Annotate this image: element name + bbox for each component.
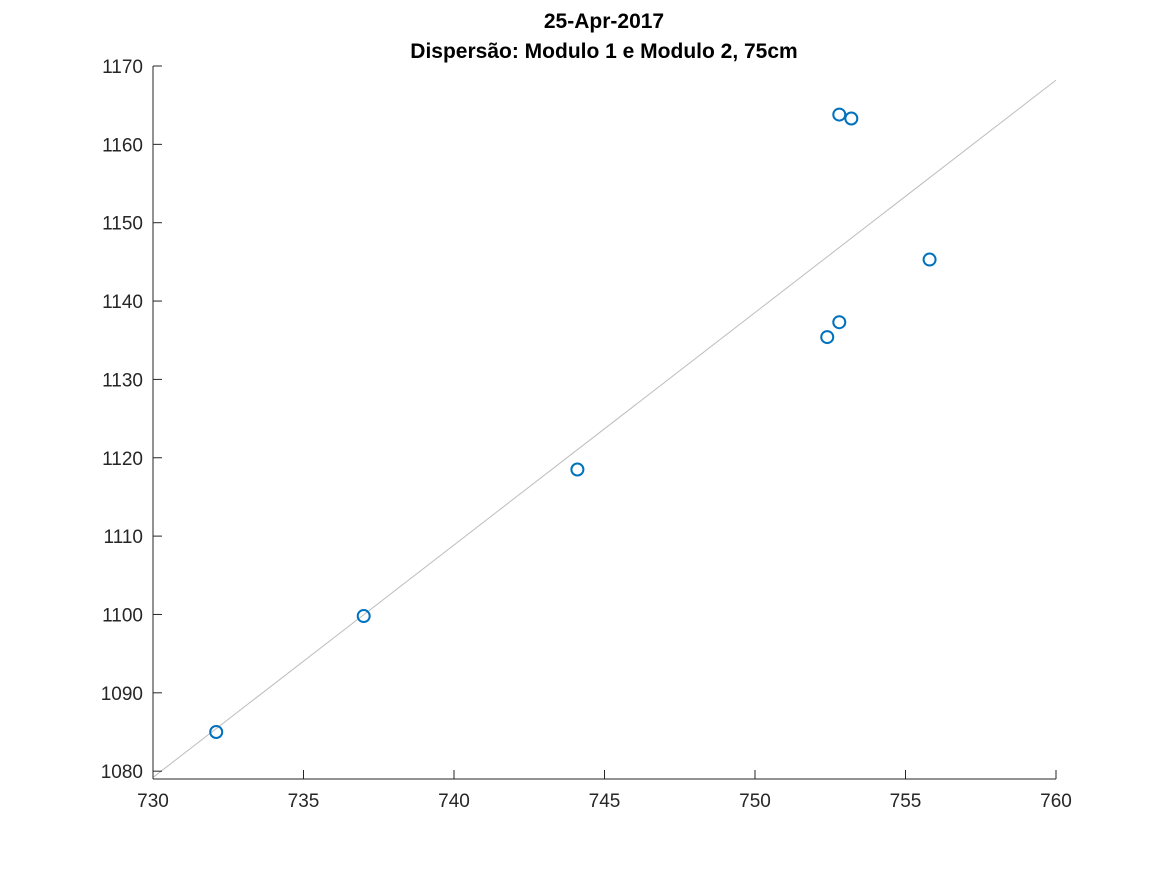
y-tick-label: 1130 xyxy=(102,370,143,391)
data-point xyxy=(209,724,224,739)
data-point xyxy=(832,107,847,122)
y-tick-label: 1110 xyxy=(104,527,143,548)
y-tick-label: 1120 xyxy=(102,449,143,470)
x-tick-label: 745 xyxy=(589,791,621,812)
reference-line xyxy=(152,79,1057,778)
x-tick-label: 755 xyxy=(890,791,922,812)
chart-subtitle: Dispersão: Modulo 1 e Modulo 2, 75cm xyxy=(410,40,797,63)
y-tick-label: 1090 xyxy=(101,684,143,705)
x-tick-label: 760 xyxy=(1040,791,1072,812)
data-point xyxy=(832,315,847,330)
x-tick-label: 735 xyxy=(288,791,320,812)
y-tick-label: 1080 xyxy=(101,762,143,783)
y-tick-label: 1170 xyxy=(102,57,143,78)
x-tick-label: 730 xyxy=(137,791,169,812)
y-tick-label: 1140 xyxy=(102,292,143,313)
x-tick-label: 740 xyxy=(438,791,470,812)
x-tick-label: 750 xyxy=(739,791,771,812)
plot-area: 730 735 740 745 750 755 760 1080 1090 1100 1110 112… xyxy=(101,57,1072,812)
data-point xyxy=(356,609,371,624)
data-point xyxy=(844,111,859,126)
y-tick-label: 1150 xyxy=(102,214,143,235)
data-point xyxy=(570,462,585,477)
y-tick-label: 1100 xyxy=(102,605,143,626)
data-point xyxy=(820,330,835,345)
data-point xyxy=(922,252,937,267)
y-tick-label: 1160 xyxy=(102,135,143,156)
chart-title: 25-Apr-2017 xyxy=(544,10,664,33)
